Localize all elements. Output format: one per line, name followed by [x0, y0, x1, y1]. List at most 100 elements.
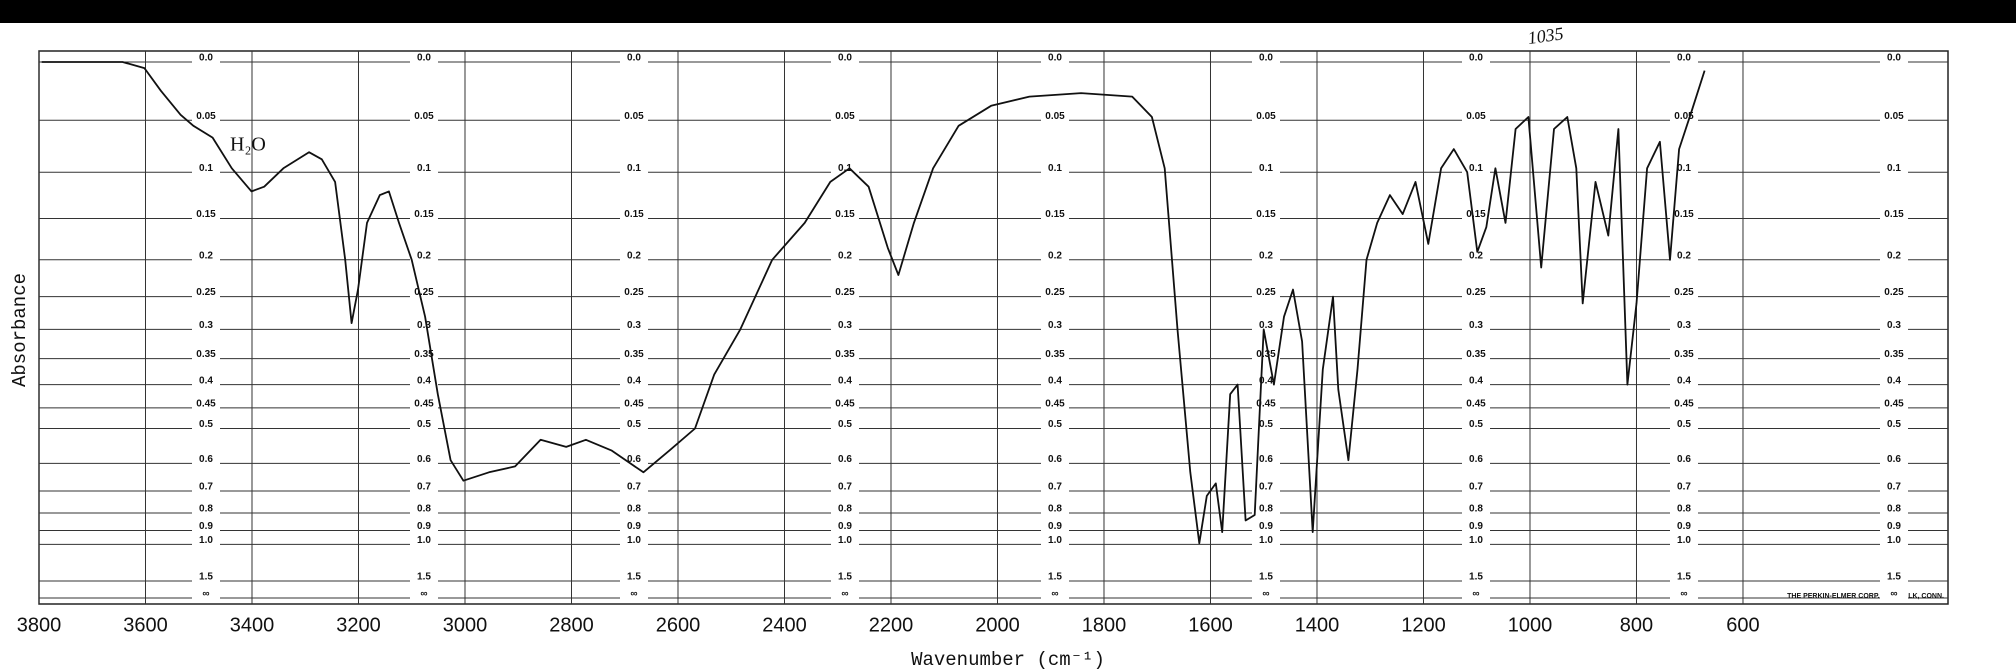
- label-backing: [1462, 320, 1490, 332]
- label-backing: [620, 482, 648, 494]
- label-backing: [1462, 111, 1490, 123]
- y-tick-label: ∞: [420, 589, 427, 600]
- y-tick-label: 0.8: [199, 504, 213, 515]
- y-tick-label: 0.05: [1674, 111, 1694, 122]
- y-tick-label: 0.0: [1887, 53, 1901, 64]
- label-backing: [1880, 287, 1908, 299]
- y-tick-label: 0.0: [627, 53, 641, 64]
- y-tick-label: 0.0: [1469, 53, 1483, 64]
- label-backing: [1880, 589, 1908, 600]
- label-backing: [831, 375, 859, 387]
- label-backing: [1041, 535, 1069, 547]
- y-tick-label: 0.15: [1256, 209, 1276, 220]
- label-backing: [1041, 454, 1069, 466]
- label-backing: [1041, 419, 1069, 431]
- label-backing: [1252, 589, 1280, 600]
- y-tick-label: 0.05: [1045, 111, 1065, 122]
- label-backing: [410, 163, 438, 175]
- y-tick-label: 0.3: [838, 320, 852, 331]
- label-backing: [1880, 521, 1908, 533]
- y-tick-label: 1.0: [1259, 535, 1273, 546]
- y-tick-label: 0.35: [1884, 349, 1904, 360]
- y-tick-label: 0.4: [417, 375, 431, 386]
- y-tick-label: 0.25: [1466, 287, 1486, 298]
- y-tick-label: ∞: [1890, 589, 1897, 600]
- y-tick-label: 0.45: [1466, 398, 1486, 409]
- x-tick-label: 3600: [123, 614, 168, 636]
- y-tick-label: 0.25: [1884, 287, 1904, 298]
- y-tick-label: 1.0: [838, 535, 852, 546]
- label-backing: [620, 572, 648, 584]
- y-tick-label: 0.1: [1887, 163, 1901, 174]
- label-backing: [1670, 398, 1698, 410]
- y-tick-label: 0.5: [627, 419, 641, 430]
- y-tick-label: ∞: [1680, 589, 1687, 600]
- y-tick-label: 0.3: [1887, 320, 1901, 331]
- label-backing: [410, 419, 438, 431]
- y-tick-label: 1.0: [417, 535, 431, 546]
- label-backing: [192, 419, 220, 431]
- y-tick-label: 0.9: [627, 521, 641, 532]
- label-backing: [1462, 535, 1490, 547]
- y-tick-label: 0.7: [1048, 482, 1062, 493]
- annotation: 1035: [1526, 23, 1564, 48]
- label-backing: [1670, 482, 1698, 494]
- y-tick-label: 0.6: [1887, 454, 1901, 465]
- y-tick-label: 0.7: [1887, 482, 1901, 493]
- y-tick-label: 0.05: [1884, 111, 1904, 122]
- label-backing: [1670, 209, 1698, 221]
- label-backing: [410, 398, 438, 410]
- label-backing: [192, 504, 220, 516]
- label-backing: [1670, 589, 1698, 600]
- label-backing: [192, 111, 220, 123]
- y-tick-label: 1.5: [627, 572, 641, 583]
- y-tick-label: 0.8: [1259, 504, 1273, 515]
- x-tick-label: 2400: [762, 614, 807, 636]
- y-tick-label: 0.5: [1677, 419, 1691, 430]
- y-tick-label: 0.9: [1887, 521, 1901, 532]
- y-tick-label: 0.5: [838, 419, 852, 430]
- y-tick-label: 0.6: [838, 454, 852, 465]
- label-backing: [1462, 572, 1490, 584]
- y-tick-label: 0.05: [835, 111, 855, 122]
- y-tick-label: 0.45: [1045, 398, 1065, 409]
- label-backing: [1462, 454, 1490, 466]
- label-backing: [1670, 111, 1698, 123]
- y-tick-label: 0.15: [414, 209, 434, 220]
- y-tick-label: 0.4: [1469, 375, 1483, 386]
- label-backing: [1670, 287, 1698, 299]
- label-backing: [1462, 209, 1490, 221]
- y-tick-label: 1.0: [199, 535, 213, 546]
- label-backing: [1670, 250, 1698, 262]
- x-tick-label: 3400: [230, 614, 275, 636]
- label-backing: [192, 521, 220, 533]
- y-tick-label: 0.9: [199, 521, 213, 532]
- y-tick-label: 1.0: [1677, 535, 1691, 546]
- label-backing: [410, 572, 438, 584]
- label-backing: [831, 572, 859, 584]
- y-tick-label: 0.6: [417, 454, 431, 465]
- y-tick-label: 1.5: [1677, 572, 1691, 583]
- label-backing: [620, 535, 648, 547]
- y-tick-label: 0.35: [1466, 349, 1486, 360]
- label-backing: [410, 320, 438, 332]
- y-tick-label: 1.5: [838, 572, 852, 583]
- label-backing: [1880, 398, 1908, 410]
- label-backing: [1670, 375, 1698, 387]
- y-tick-label: 0.45: [1674, 398, 1694, 409]
- y-tick-label: 0.25: [835, 287, 855, 298]
- label-backing: [1880, 504, 1908, 516]
- y-tick-label: ∞: [202, 589, 209, 600]
- label-backing: [831, 419, 859, 431]
- y-tick-label: 0.0: [199, 53, 213, 64]
- label-backing: [831, 482, 859, 494]
- label-backing: [831, 504, 859, 516]
- x-tick-label: 1600: [1188, 614, 1233, 636]
- y-tick-label: 0.05: [1256, 111, 1276, 122]
- label-backing: [192, 250, 220, 262]
- x-tick-label: 3200: [336, 614, 381, 636]
- y-tick-label: 0.5: [1048, 419, 1062, 430]
- label-backing: [1041, 163, 1069, 175]
